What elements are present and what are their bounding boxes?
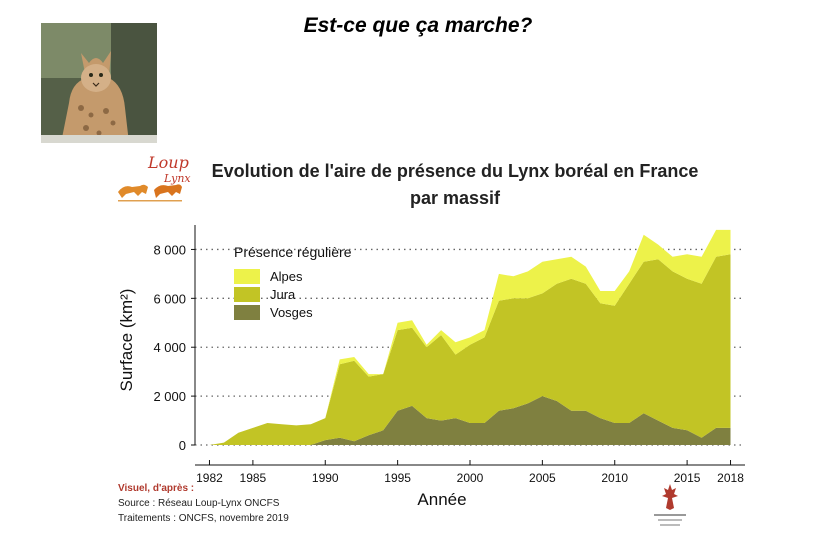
y-tick-label: 8 000 <box>153 242 186 257</box>
area-jura <box>209 254 731 445</box>
legend-label-jura: Jura <box>270 287 296 302</box>
area-alpes <box>209 229 731 445</box>
y-tick-label: 4 000 <box>153 340 186 355</box>
x-tick-label: 1995 <box>384 471 411 485</box>
y-tick-label: 0 <box>179 438 186 453</box>
chart-title: Evolution de l'aire de présence du Lynx … <box>211 161 699 181</box>
chart-areas <box>209 229 731 445</box>
area-chart: 0 2 000 4 000 6 000 8 000 1982 1985 1990 1995 200… <box>117 225 745 509</box>
axes: 0 2 000 4 000 6 000 8 000 1982 1985 1990 1995 200… <box>153 225 745 485</box>
loup-lynx-logo: Loup Lynx <box>114 150 194 208</box>
x-tick-label: 2018 <box>717 471 744 485</box>
x-tick-label: 2010 <box>601 471 628 485</box>
logo-line1: Loup <box>147 153 189 172</box>
legend-swatch-vosges <box>234 305 260 320</box>
lynx-photo <box>41 23 157 143</box>
credits-treatment: Traitements : ONCFS, novembre 2019 <box>118 513 289 524</box>
x-axis-label: Année <box>417 490 466 509</box>
x-tick-label: 1982 <box>196 471 223 485</box>
y-tick-label: 6 000 <box>153 291 186 306</box>
x-tick-label: 2005 <box>529 471 556 485</box>
legend: Présence régulière Alpes Jura Vosges <box>234 244 352 320</box>
slide-title: Est-ce que ça marche? <box>303 14 533 37</box>
y-tick-label: 2 000 <box>153 389 186 404</box>
legend-title: Présence régulière <box>234 244 352 260</box>
y-axis-label: Surface (km²) <box>117 289 136 392</box>
oncfs-logo <box>648 480 692 530</box>
legend-label-alpes: Alpes <box>270 269 303 284</box>
credits-heading: Visuel, d'après : <box>118 483 195 494</box>
legend-swatch-jura <box>234 287 260 302</box>
logo-line2: Lynx <box>163 172 191 185</box>
x-tick-label: 2000 <box>457 471 484 485</box>
chart-subtitle: par massif <box>409 188 501 208</box>
x-tick-label: 1990 <box>312 471 339 485</box>
deer-icon <box>662 484 678 510</box>
credits-source: Source : Réseau Loup-Lynx ONCFS <box>118 498 280 509</box>
x-tick-label: 1985 <box>240 471 267 485</box>
legend-swatch-alpes <box>234 269 260 284</box>
legend-label-vosges: Vosges <box>270 305 313 320</box>
area-vosges <box>209 396 731 445</box>
credits: Visuel, d'après : Source : Réseau Loup-L… <box>118 481 289 526</box>
x-tick-label: 2015 <box>674 471 701 485</box>
